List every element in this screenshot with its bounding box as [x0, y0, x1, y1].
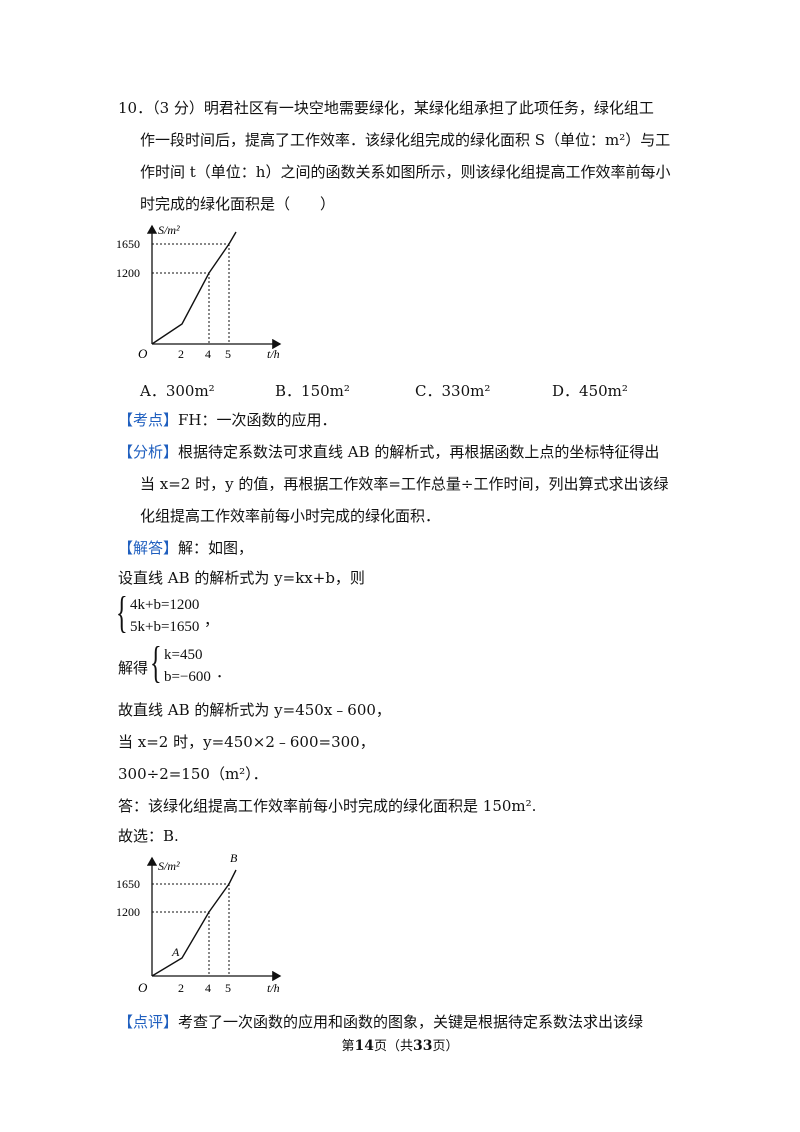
left-brace-2: { [150, 638, 162, 687]
y-tick-1200: 1200 [116, 266, 140, 280]
answer-line: 答：该绿化组提高工作效率前每小时完成的绿化面积是 150m². [118, 797, 537, 815]
question-graph: S/m² 1650 1200 O 2 4 5 t/h [116, 223, 282, 361]
question-line-3: 作时间 t（单位：h）之间的函数关系如图所示，则该绿化组提高工作效率前每小 [140, 163, 671, 181]
choice-line: 故选：B. [118, 827, 179, 845]
function-line [151, 869, 237, 977]
footer-prefix: 第 [341, 1039, 355, 1054]
y-axis-label: S/m² [158, 223, 180, 237]
kaodian-line: 【考点】FH：一次函数的应用． [118, 410, 337, 430]
page-footer: 第14页（共33页） [0, 1035, 800, 1054]
point-a-label: A [171, 945, 180, 959]
dianping-line: 【点评】考查了一次函数的应用和函数的图象，关键是根据待定系数法求出该绿 [118, 1012, 643, 1032]
fenxi-line-2: 当 x=2 时，y 的值，再根据工作效率=工作总量÷工作时间，列出算式求出该绿 [140, 475, 669, 493]
function-line [151, 231, 237, 345]
system1-eq2: 5k+b=1650 [130, 619, 200, 635]
equation-system-2: { k=450 b=−600 ． [150, 641, 250, 689]
kaodian-tag: 【考点】 [118, 411, 179, 429]
jieda-tag: 【解答】 [118, 539, 179, 557]
y-axis-label: S/m² [158, 859, 180, 873]
x-tick-5: 5 [225, 347, 231, 361]
y-tick-1650: 1650 [116, 237, 140, 251]
footer-total-pages: 33 [413, 1038, 433, 1054]
question-line-4: 时完成的绿化面积是（ ） [140, 195, 336, 213]
kaodian-text: FH：一次函数的应用． [178, 411, 337, 429]
point-b-label: B [230, 851, 238, 865]
system2-eq2: b=−600 [164, 669, 211, 685]
x-tick-4: 4 [205, 981, 211, 995]
y-tick-1200: 1200 [116, 905, 140, 919]
system2-tail: ． [216, 665, 232, 681]
question-line-1: 10．（3 分）明君社区有一块空地需要绿化，某绿化组承担了此项任务，绿化组工 [118, 99, 654, 117]
fenxi-line-3: 化组提高工作效率前每小时完成的绿化面积． [140, 507, 441, 525]
system2-eq1: k=450 [164, 647, 203, 663]
line-result: 故直线 AB 的解析式为 y=450x﹣600， [118, 701, 391, 719]
option-b: B．150m² [275, 382, 350, 400]
x-tick-5: 5 [225, 981, 231, 995]
equation-system-1: { 4k+b=1200 5k+b=1650 ， [116, 591, 236, 639]
x-axis-label: t/h [267, 981, 280, 995]
option-a: A．300m² [140, 382, 215, 400]
origin-label: O [138, 980, 148, 995]
dianping-text: 考查了一次函数的应用和函数的图象，关键是根据待定系数法求出该绿 [178, 1013, 644, 1031]
when-line: 当 x=2 时，y=450×2﹣600=300， [118, 733, 375, 751]
x-tick-4: 4 [205, 347, 211, 361]
jieda-text: 解：如图， [178, 539, 254, 557]
system1-tail: ， [204, 613, 220, 629]
origin-label: O [138, 346, 148, 361]
dianping-tag: 【点评】 [118, 1013, 179, 1031]
footer-suffix: 页） [432, 1039, 459, 1054]
option-c: C．330m² [415, 382, 491, 400]
x-tick-2: 2 [178, 981, 184, 995]
calc-line: 300÷2=150（m²）． [118, 765, 268, 783]
system1-eq1: 4k+b=1200 [130, 597, 200, 613]
fenxi-text-1: 根据待定系数法可求直线 AB 的解析式，再根据函数上点的坐标特征得出 [178, 443, 660, 461]
solve-prefix: 解得 [118, 659, 149, 677]
solution-graph: S/m² B A 1650 1200 O 2 4 5 t/h [116, 851, 282, 995]
footer-mid: 页（共 [373, 1039, 413, 1054]
fenxi-line-1: 【分析】根据待定系数法可求直线 AB 的解析式，再根据函数上点的坐标特征得出 [118, 442, 659, 462]
footer-page-number: 14 [354, 1038, 374, 1054]
question-line-2: 作一段时间后，提高了工作效率．该绿化组完成的绿化面积 S（单位：m²）与工 [140, 131, 671, 149]
x-tick-2: 2 [178, 347, 184, 361]
y-tick-1650: 1650 [116, 877, 140, 891]
x-axis-label: t/h [267, 347, 280, 361]
set-line: 设直线 AB 的解析式为 y=kx+b，则 [118, 569, 365, 587]
left-brace: { [116, 588, 128, 637]
option-d: D．450m² [552, 382, 628, 400]
jieda-line: 【解答】解：如图， [118, 538, 253, 558]
fenxi-tag: 【分析】 [118, 443, 179, 461]
